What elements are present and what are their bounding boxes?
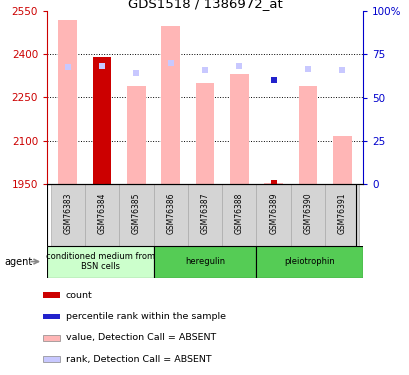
Point bbox=[64, 64, 71, 70]
Bar bbox=[43, 314, 60, 320]
Bar bbox=[153, 246, 256, 278]
Bar bbox=[47, 246, 153, 278]
Text: GSM76384: GSM76384 bbox=[97, 193, 106, 234]
Title: GDS1518 / 1386972_at: GDS1518 / 1386972_at bbox=[127, 0, 282, 10]
Text: GSM76388: GSM76388 bbox=[234, 193, 243, 234]
Text: count: count bbox=[65, 291, 92, 300]
Point bbox=[270, 180, 276, 186]
Text: GSM76390: GSM76390 bbox=[303, 193, 312, 234]
Bar bbox=[263, 183, 282, 184]
Text: GSM76385: GSM76385 bbox=[132, 193, 141, 234]
Point bbox=[99, 180, 105, 186]
Point bbox=[133, 70, 139, 76]
Bar bbox=[50, 184, 85, 246]
Text: GSM76387: GSM76387 bbox=[200, 193, 209, 234]
Bar bbox=[85, 184, 119, 246]
Bar bbox=[187, 184, 222, 246]
Text: GSM76386: GSM76386 bbox=[166, 193, 175, 234]
Text: heregulin: heregulin bbox=[184, 257, 225, 266]
Text: percentile rank within the sample: percentile rank within the sample bbox=[65, 312, 225, 321]
Bar bbox=[256, 246, 362, 278]
Bar bbox=[58, 20, 77, 184]
Bar bbox=[153, 184, 187, 246]
Bar bbox=[43, 335, 60, 341]
Bar bbox=[119, 184, 153, 246]
Bar bbox=[332, 136, 351, 184]
Bar bbox=[43, 292, 60, 298]
Bar bbox=[298, 86, 317, 184]
Text: rank, Detection Call = ABSENT: rank, Detection Call = ABSENT bbox=[65, 355, 211, 364]
Text: agent: agent bbox=[4, 256, 32, 267]
Text: GSM76389: GSM76389 bbox=[268, 193, 277, 234]
Bar bbox=[256, 184, 290, 246]
Text: value, Detection Call = ABSENT: value, Detection Call = ABSENT bbox=[65, 333, 215, 342]
Point bbox=[338, 67, 345, 73]
Bar bbox=[324, 184, 359, 246]
Point bbox=[167, 60, 173, 66]
Bar bbox=[222, 184, 256, 246]
Point bbox=[236, 63, 242, 69]
Text: GSM76383: GSM76383 bbox=[63, 193, 72, 234]
Point bbox=[304, 66, 310, 72]
Bar bbox=[127, 86, 146, 184]
Text: conditioned medium from
BSN cells: conditioned medium from BSN cells bbox=[46, 252, 155, 271]
Bar bbox=[92, 57, 111, 184]
Bar bbox=[43, 357, 60, 362]
Bar bbox=[290, 184, 324, 246]
Bar bbox=[161, 26, 180, 184]
Point bbox=[99, 63, 105, 69]
Text: GSM76391: GSM76391 bbox=[337, 193, 346, 234]
Bar bbox=[195, 83, 214, 184]
Point bbox=[270, 77, 276, 83]
Bar bbox=[229, 75, 248, 184]
Text: pleiotrophin: pleiotrophin bbox=[283, 257, 334, 266]
Point bbox=[201, 67, 208, 73]
